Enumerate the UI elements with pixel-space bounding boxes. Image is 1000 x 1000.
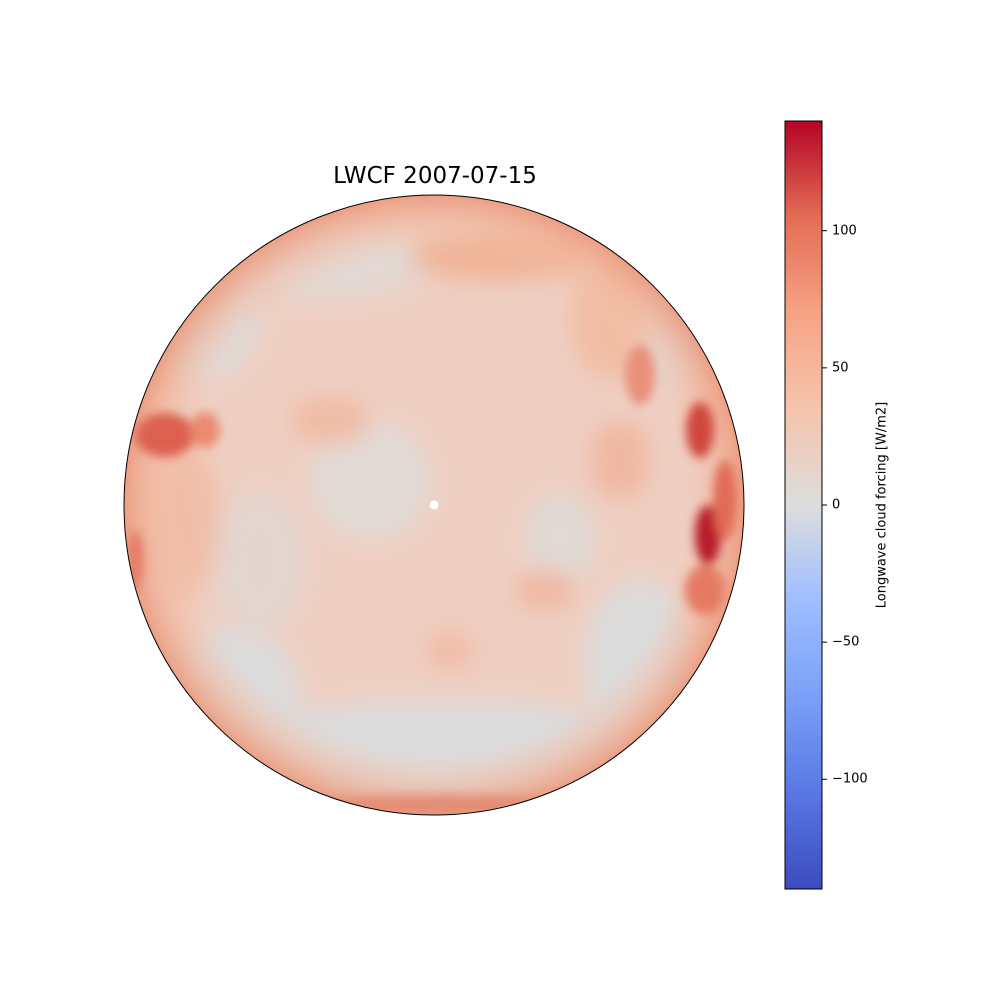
colorbar-tick-label: −50: [832, 634, 860, 650]
colorbar-tick-label: 100: [832, 223, 857, 239]
colorbar-label: Longwave cloud forcing [W/m2]: [874, 401, 890, 609]
colorbar-ticks: [822, 230, 827, 780]
map-boundary: [123, 194, 745, 816]
pole-marker: [429, 500, 439, 510]
colorbar-tick-label: −100: [832, 771, 868, 787]
map-title: LWCF 2007-07-15: [333, 163, 537, 189]
colorbar: [784, 120, 823, 890]
colorbar-tick-label: 50: [832, 360, 849, 376]
colorbar-tick-label: 0: [832, 497, 841, 513]
